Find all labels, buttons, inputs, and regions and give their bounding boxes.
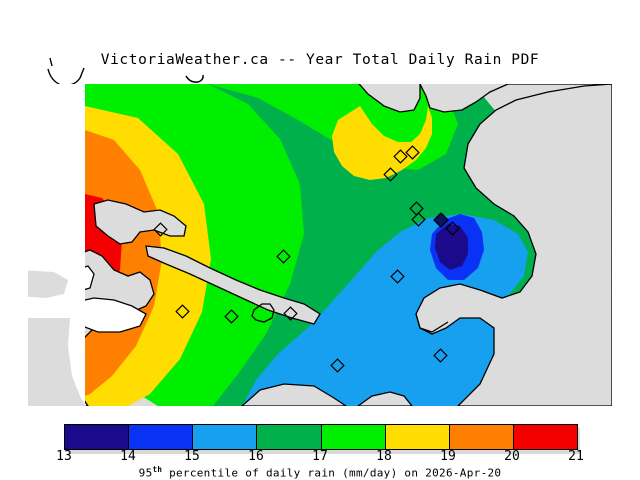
colorbar-tick-labels: 13 14 15 16 17 18 19 20 21 [0,449,640,465]
station-marker[interactable] [276,249,291,264]
station-marker-selected[interactable] [433,212,449,228]
rainfall-contour-map[interactable] [28,84,612,406]
station-marker[interactable] [405,145,420,160]
station-markers[interactable] [153,145,460,373]
contour-band-18-19-northeast [332,106,432,180]
land-far-west-upper [28,270,68,298]
colorbar-tick-17: 17 [312,449,328,464]
colorbar-band-14-15[interactable] [129,425,194,449]
colorbar-legend: 13 14 15 16 17 18 19 20 21 95th percentile of da… [0,418,640,480]
station-marker[interactable] [175,304,190,319]
colorbar-tick-13: 13 [56,449,72,464]
colorbar-band-15-16[interactable] [193,425,258,449]
colorbar-band-18-19[interactable] [385,425,450,449]
colorbar-tick-21: 21 [568,449,584,464]
page-title: VictoriaWeather.ca -- Year Total Daily R… [100,52,540,68]
map-plot-area[interactable] [28,84,612,406]
coastline-east-inner [415,313,449,333]
colorbar-caption: 95th percentile of daily rain (mm/day) o… [0,465,640,480]
caption-prefix: 95 [138,466,153,480]
land-far-southwest [28,318,86,406]
colorbar-tick-15: 15 [184,449,200,464]
station-marker[interactable] [283,306,298,321]
station-marker[interactable] [393,149,408,164]
land-east [415,84,612,406]
colorbar-tick-19: 19 [440,449,456,464]
colorbar-band-16-17[interactable] [257,425,322,449]
lake-central [251,303,275,323]
colorbar-tick-14: 14 [120,449,136,464]
colorbar-band-20-21[interactable] [513,425,577,449]
station-marker[interactable] [153,222,168,237]
land-north [358,84,612,113]
land-south [241,383,348,406]
land-peninsula-east-spit [145,245,321,325]
colorbar-tick-20: 20 [504,449,520,464]
station-marker[interactable] [330,358,345,373]
caption-superscript: th [152,465,163,474]
colorbar-band-17-18[interactable] [321,425,386,449]
land-south-mid [356,391,413,406]
station-marker[interactable] [390,269,405,284]
station-marker[interactable] [383,167,398,182]
contour-band-13-14 [435,224,468,270]
station-marker[interactable] [445,221,460,236]
colorbar-band-19-20[interactable] [449,425,514,449]
caption-suffix: percentile of daily rain (mm/day) on 202… [162,466,502,480]
colorbar-tick-18: 18 [376,449,392,464]
station-marker[interactable] [409,201,424,216]
station-marker[interactable] [411,212,426,227]
colorbar-band-13-14[interactable] [65,425,130,449]
colorbar-tick-16: 16 [248,449,264,464]
station-marker[interactable] [224,309,239,324]
station-marker[interactable] [433,348,448,363]
colorbar-bands[interactable] [64,424,578,450]
